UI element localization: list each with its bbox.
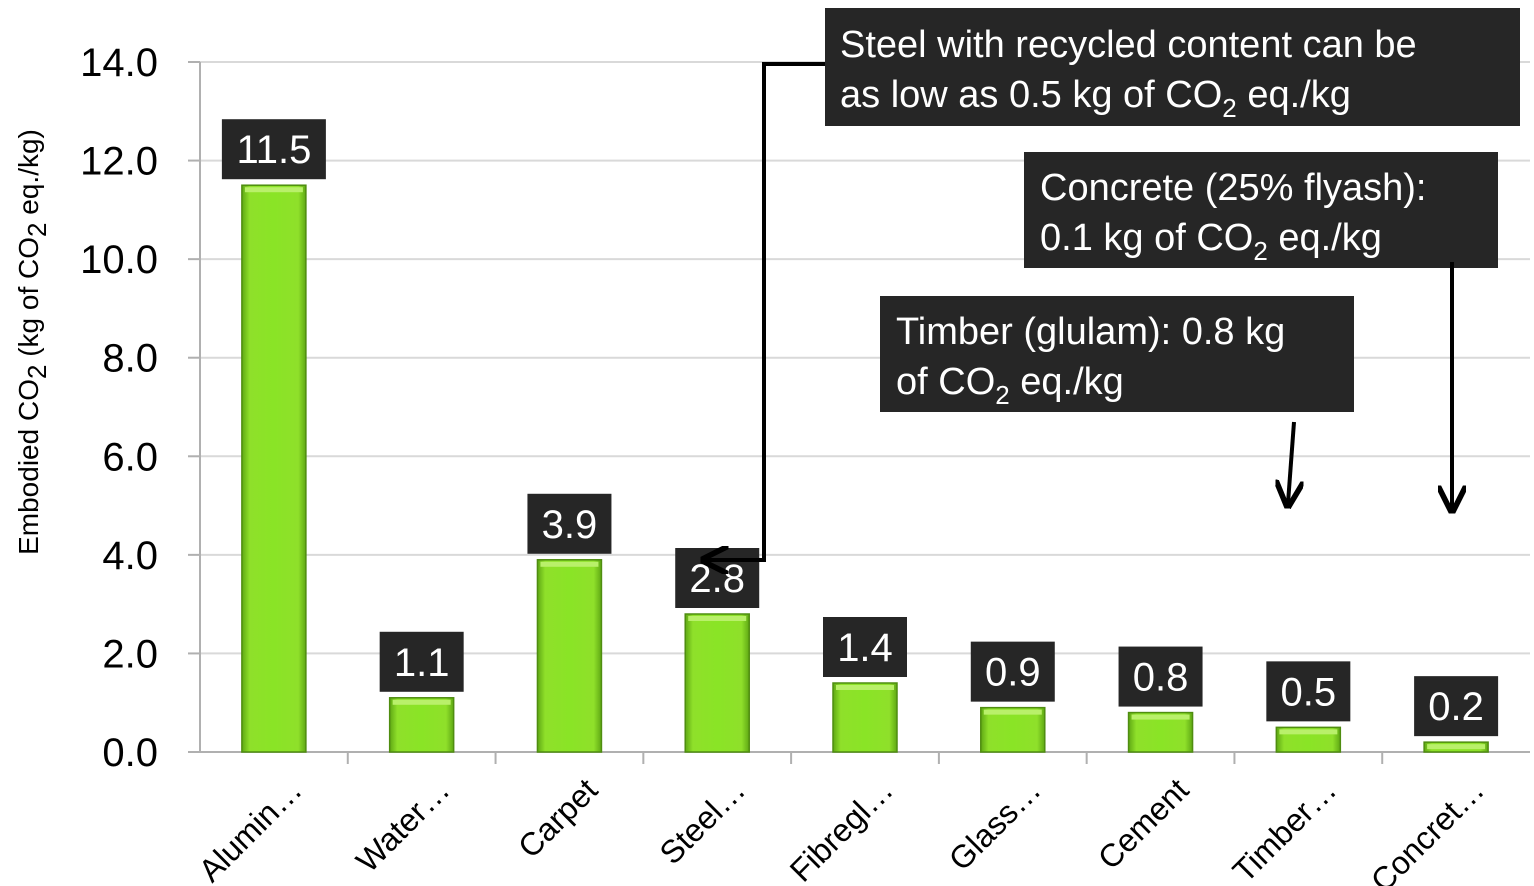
y-tick-label: 12.0: [80, 140, 158, 184]
annotation-timber-arrow: [1288, 421, 1294, 503]
bar-body: [832, 682, 898, 753]
bar-highlight: [688, 616, 747, 621]
data-label-box: [1414, 676, 1499, 737]
x-tick-label: Glass…: [942, 771, 1048, 877]
bar-5: [832, 682, 898, 753]
gridlines: [200, 61, 1530, 655]
data-label-8: 0.5: [1266, 661, 1351, 722]
data-label-3: 3.9: [527, 493, 612, 554]
bar-7: [1127, 711, 1194, 753]
bar-highlight: [392, 699, 451, 705]
bar-body: [388, 697, 455, 753]
bar-6: [980, 706, 1046, 753]
annotation-concrete: Concrete (25% flyash): 0.1 kg of CO2 eq.…: [1024, 152, 1498, 508]
data-label-2: 1.1: [379, 631, 464, 692]
data-label-text: 0.8: [1133, 656, 1189, 700]
data-label-4: 2.8: [675, 548, 760, 608]
data-label-5: 1.4: [823, 617, 907, 677]
bar-body: [684, 613, 750, 753]
annotation-concrete-line1: Concrete (25% flyash):: [1040, 167, 1427, 209]
annotation-steel-line2: as low as 0.5 kg of CO2 eq./kg: [840, 74, 1351, 123]
annotation-concrete-box: [1024, 152, 1498, 268]
y-tick-label: 14.0: [80, 41, 158, 85]
data-label-box: [379, 631, 464, 692]
y-axis-ticks: 0.0 2.0 4.0 6.0 8.0 10.0 12.0 14.0: [80, 41, 201, 775]
bar-highlight: [244, 187, 303, 193]
x-tick-label: Carpet: [511, 771, 604, 864]
bar-3: [536, 559, 603, 753]
bar-1: [241, 184, 307, 753]
x-tick-label: Water…: [349, 771, 457, 879]
data-label-text: 1.4: [837, 626, 893, 670]
x-axis-labels: Alumin… Water… Carpet Steel… Fibregl… Glass… C…: [192, 752, 1491, 886]
y-tick-label: 8.0: [102, 337, 158, 381]
bar-highlight: [836, 685, 894, 690]
y-tick-label: 4.0: [102, 534, 158, 578]
data-label-6: 0.9: [970, 641, 1055, 702]
data-label-1: 11.5: [221, 119, 326, 180]
annotation-timber-line2: of CO2 eq./kg: [896, 361, 1124, 410]
data-label-9: 0.2: [1414, 676, 1499, 737]
bar-9: [1423, 741, 1489, 753]
data-label-text: 3.9: [542, 503, 598, 547]
annotation-steel-line1: Steel with recycled content can be: [840, 24, 1417, 66]
bar-highlight: [1427, 744, 1486, 750]
data-label-text: 1.1: [394, 641, 450, 685]
y-tick-label: 6.0: [102, 435, 158, 479]
y-tick-label: 0.0: [102, 731, 158, 775]
y-tick-label: 2.0: [102, 632, 158, 676]
annotation-steel-arrow: [706, 62, 825, 560]
bar-highlight: [1279, 729, 1338, 735]
annotation-timber-line1: Timber (glulam): 0.8 kg: [896, 311, 1285, 353]
x-tick-label: Timber…: [1226, 771, 1344, 886]
y-tick-label: 10.0: [80, 238, 158, 282]
data-label-box: [527, 493, 612, 554]
data-label-text: 0.9: [985, 651, 1041, 695]
annotation-concrete-line2: 0.1 kg of CO2 eq./kg: [1040, 217, 1382, 266]
data-label-text: 0.2: [1428, 685, 1484, 729]
data-label-box: [823, 617, 907, 677]
data-label-box: [1118, 646, 1203, 707]
bar-body: [536, 559, 603, 753]
annotation-timber-box: [880, 296, 1354, 412]
annotation-timber: Timber (glulam): 0.8 kg of CO2 eq./kg: [880, 296, 1354, 503]
bar-4: [684, 613, 750, 753]
x-tick-label: Cement: [1091, 771, 1196, 876]
bar-8: [1275, 726, 1342, 753]
bar-highlight: [983, 709, 1042, 715]
bar-body: [980, 706, 1046, 753]
x-tick-label: Steel…: [653, 771, 753, 871]
x-tick-label: Fibregl…: [783, 771, 900, 886]
bar-2: [388, 697, 455, 753]
data-label-text: 2.8: [689, 557, 745, 601]
bar-body: [241, 184, 307, 753]
data-label-box: [1266, 661, 1351, 722]
data-label-text: 0.5: [1281, 670, 1337, 714]
bars: [241, 184, 1489, 753]
data-label-box: [221, 119, 326, 180]
annotation-steel-box: [825, 8, 1520, 126]
y-axis-label: Embodied CO2 (kg of CO2 eq./kg): [13, 129, 52, 555]
data-label-box: [970, 641, 1055, 702]
x-tick-label: Alumin…: [192, 771, 309, 886]
bar-highlight: [540, 561, 599, 567]
data-label-text: 11.5: [236, 128, 311, 172]
bar-highlight: [1131, 714, 1190, 720]
x-tick-label: Concret…: [1364, 771, 1491, 886]
annotation-steel: Steel with recycled content can be as lo…: [706, 8, 1520, 560]
data-label-7: 0.8: [1118, 646, 1203, 707]
